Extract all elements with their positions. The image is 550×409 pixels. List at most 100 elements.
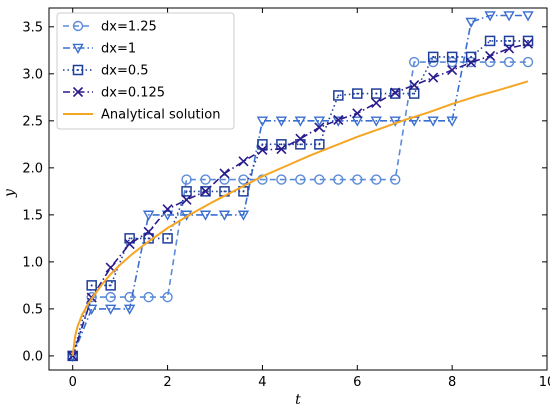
marker-stroke [447,64,458,76]
marker-stroke [371,97,382,109]
data-point [484,56,496,68]
data-point [522,56,534,68]
marker-dot [280,143,283,146]
marker-stroke [238,156,249,167]
y-tick-label: 1.0 [22,255,43,270]
data-point [313,116,326,127]
legend-entry: dx=0.125 [63,86,165,101]
data-point [503,43,515,54]
data-point [485,50,496,62]
data-point [371,88,382,99]
data-point [446,116,458,127]
marker-square [352,88,363,99]
data-point [238,174,249,185]
marker-dot [337,94,340,97]
plot-area [67,11,534,362]
marker-stroke [105,262,116,273]
marker-square [371,88,382,99]
marker-stroke [276,143,287,155]
data-point [295,139,306,150]
data-point [314,174,325,185]
marker-square [257,139,268,150]
y-axis-label: y [2,188,18,198]
data-point [333,174,344,185]
marker-square [105,280,116,291]
marker-stroke [522,38,534,49]
marker-stroke [428,72,439,83]
data-point [295,174,306,185]
legend-marker [72,20,84,32]
series-line [71,80,529,357]
data-point [427,116,439,127]
marker-square [333,90,344,101]
data-point [333,90,344,101]
marker-dot [166,237,169,240]
x-axis-label: t [295,392,301,408]
y-tick-label: 0.5 [22,302,43,317]
marker-dot [128,237,131,240]
legend-marker [72,43,84,54]
data-point [257,139,268,150]
marker-square [408,88,420,99]
data-point [408,88,420,99]
legend-box [56,12,235,130]
data-point [143,226,154,237]
data-point [446,51,458,63]
data-point [503,56,515,68]
data-point [371,174,382,185]
data-point [162,233,173,244]
x-tick-label: 4 [258,375,266,390]
marker-dot [356,92,359,95]
data-point [427,51,439,63]
legend-label: dx=1 [101,42,136,57]
data-point [351,116,363,127]
marker-square [503,35,515,47]
data-point [86,280,97,291]
marker-stroke [72,86,84,98]
series-line [71,14,528,357]
data-point [314,139,325,150]
data-point [465,17,477,29]
data-point [143,291,154,303]
series-dx-0-125 [67,38,534,361]
marker-dot [242,190,245,193]
marker-dot [223,190,226,193]
marker-stroke [295,133,306,144]
data-point [162,204,173,215]
data-point [104,304,117,315]
y-tick-label: 0.0 [22,349,43,364]
x-tick-label: 6 [353,375,361,390]
marker-dot [489,39,492,42]
marker-dot [77,69,79,71]
axes-frame [48,7,548,371]
data-point [105,280,116,291]
data-point [370,116,382,127]
data-point [503,11,515,22]
data-point [238,156,249,167]
data-point [219,174,230,185]
marker-stroke [181,194,192,205]
data-point [162,291,173,303]
series-analytical-solution [71,80,529,357]
data-point [124,238,135,250]
x-tick-label: 0 [69,375,77,390]
data-point [123,304,136,315]
marker-square [72,64,84,76]
x-tick-label: 8 [448,375,456,390]
marker-dot [432,55,435,58]
marker-square [446,51,458,63]
data-point [200,186,211,197]
data-point [409,56,420,68]
y-tick-label: 3.5 [22,20,43,35]
data-point [390,87,401,98]
data-point [85,304,98,315]
data-point [371,97,382,109]
marker-square [484,35,496,47]
marker-square [314,139,325,150]
marker-stroke [485,50,496,62]
y-tick-label: 3.0 [22,67,43,82]
data-point [124,233,135,244]
data-point [199,210,212,221]
marker-dot [451,55,454,58]
